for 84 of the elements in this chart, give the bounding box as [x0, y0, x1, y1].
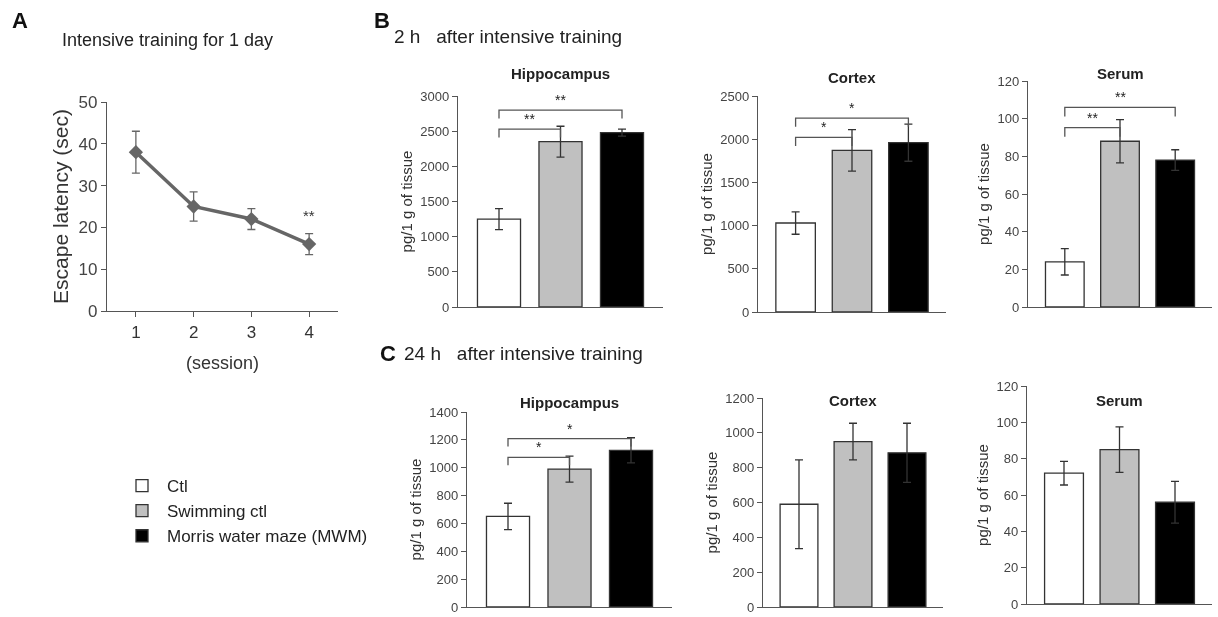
- y-tick-label: 1200: [429, 432, 459, 448]
- y-axis-title: Escape latency (sec): [48, 109, 72, 304]
- chart-title: Intensive training for 1 day: [62, 30, 274, 50]
- x-tick-label: 3: [246, 322, 257, 342]
- legend-label: Ctl: [167, 477, 188, 497]
- annotation: *: [567, 421, 573, 437]
- y-tick-label: 600: [732, 495, 755, 511]
- text: A: [12, 8, 28, 33]
- y-tick-label: 20: [1004, 261, 1020, 277]
- x-tick-label: 2: [188, 322, 199, 342]
- y-tick-label: 20: [1003, 560, 1019, 576]
- x-tick-label: 1: [131, 322, 141, 342]
- chart-subtitle: 2 h after intensive training: [394, 26, 623, 47]
- y-axis-title: pg/1 g of tissue: [397, 150, 415, 253]
- x-axis-title: (session): [185, 352, 260, 373]
- y-tick-label: 2000: [420, 158, 450, 174]
- y-tick-label: 60: [1004, 186, 1020, 202]
- y-tick-label: 0: [742, 304, 750, 320]
- chart-title: Serum: [1097, 65, 1144, 82]
- annotation: *: [821, 119, 827, 135]
- text: B: [374, 8, 390, 33]
- y-tick-label: 1000: [720, 218, 750, 234]
- y-tick-label: 20: [78, 218, 98, 238]
- y-tick-label: 40: [1003, 523, 1019, 539]
- chart-subtitle: 24 h after intensive training: [404, 343, 643, 364]
- y-axis-title: pg/1 g of tissue: [974, 143, 992, 245]
- y-tick-label: 0: [1011, 596, 1019, 612]
- y-tick-label: 0: [442, 299, 450, 315]
- annotation: **: [1087, 110, 1099, 126]
- y-tick-label: 30: [78, 176, 98, 196]
- y-tick-label: 80: [1003, 451, 1019, 467]
- y-tick-label: 1200: [725, 390, 755, 406]
- y-tick-label: 50: [78, 92, 98, 112]
- annotation: **: [555, 92, 567, 108]
- legend-label: Swimming ctl: [167, 502, 268, 522]
- y-tick-label: 0: [1012, 299, 1020, 315]
- y-tick-label: 100: [996, 414, 1019, 430]
- y-tick-label: 200: [436, 571, 459, 587]
- y-tick-label: 100: [997, 111, 1020, 127]
- y-tick-label: 2000: [720, 131, 750, 147]
- y-tick-label: 0: [451, 599, 459, 615]
- y-axis-title: pg/1 g of tissue: [697, 153, 715, 255]
- y-tick-label: 1000: [429, 460, 459, 476]
- y-tick-label: 120: [997, 73, 1020, 89]
- chart-title: Cortex: [829, 392, 878, 409]
- annotation: *: [536, 439, 542, 455]
- y-tick-label: 3000: [420, 88, 450, 104]
- y-tick-label: 400: [732, 529, 755, 545]
- legend-label: Morris water maze (MWM): [167, 527, 368, 547]
- y-tick-label: 1000: [420, 229, 450, 245]
- y-tick-label: 40: [78, 134, 98, 154]
- y-tick-label: 600: [436, 515, 459, 531]
- y-tick-label: 10: [78, 260, 98, 280]
- chart-title: Hippocampus: [511, 65, 611, 82]
- y-tick-label: 0: [747, 599, 755, 615]
- y-tick-label: 400: [436, 543, 459, 559]
- y-tick-label: 80: [1004, 148, 1020, 164]
- y-tick-label: 120: [996, 378, 1019, 394]
- y-tick-label: 2500: [420, 123, 450, 139]
- y-tick-label: 60: [1003, 487, 1019, 503]
- chart-title: Cortex: [828, 69, 877, 86]
- annotation: **: [524, 111, 536, 127]
- y-tick-label: 1000: [725, 425, 755, 441]
- y-axis-title: pg/1 g of tissue: [973, 444, 991, 546]
- chart-title: Serum: [1096, 392, 1143, 409]
- y-tick-label: 800: [436, 488, 459, 504]
- y-tick-label: 800: [732, 460, 755, 476]
- y-tick-label: 200: [732, 564, 755, 580]
- x-tick-label: 4: [304, 322, 314, 342]
- chart-title: Hippocampus: [520, 394, 620, 411]
- annotation: **: [303, 207, 315, 224]
- y-tick-label: 2500: [720, 88, 750, 104]
- y-axis-title: pg/1 g of tissue: [406, 458, 424, 561]
- text: C: [380, 341, 396, 366]
- annotation: *: [849, 100, 855, 116]
- y-tick-label: 1500: [720, 174, 750, 190]
- y-tick-label: 40: [1004, 224, 1020, 240]
- y-tick-label: 0: [87, 301, 98, 321]
- y-tick-label: 1400: [429, 404, 459, 420]
- annotation: **: [1115, 89, 1127, 105]
- y-axis-title: pg/1 g of tissue: [702, 451, 720, 554]
- y-tick-label: 500: [727, 261, 750, 277]
- y-tick-label: 1500: [420, 194, 450, 210]
- y-tick-label: 500: [427, 264, 450, 280]
